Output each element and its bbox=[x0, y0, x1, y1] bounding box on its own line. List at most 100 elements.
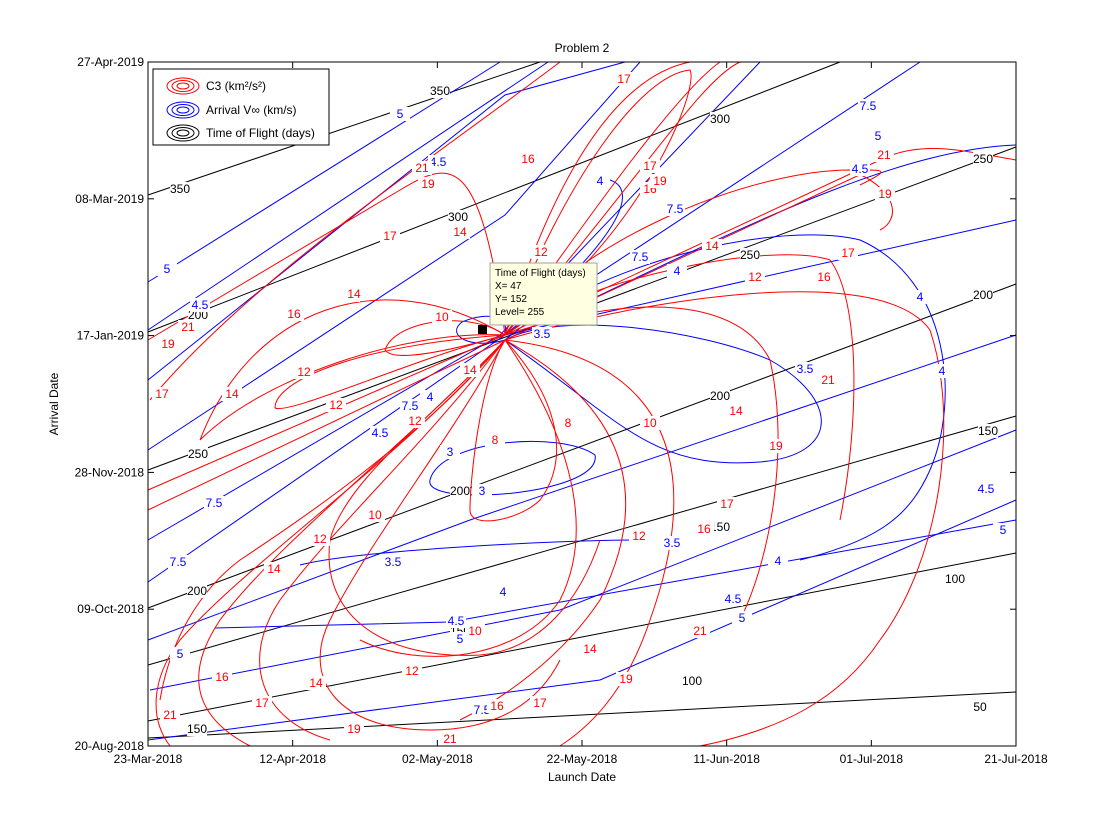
contour-label-bg bbox=[418, 177, 438, 191]
contour-label-bg bbox=[487, 699, 507, 713]
contour-label: 12 bbox=[313, 532, 327, 546]
contour-label: 5 bbox=[739, 611, 746, 625]
contour-label-bg bbox=[976, 482, 996, 496]
contour-label-bg bbox=[432, 310, 452, 324]
contour-label: 150 bbox=[187, 722, 207, 736]
contour-label-bg bbox=[945, 572, 965, 586]
contour-label-bg bbox=[446, 614, 466, 628]
contour-label: 21 bbox=[693, 624, 707, 638]
contour-label-bg bbox=[430, 84, 450, 98]
legend-swatch-tof bbox=[166, 124, 200, 142]
contour-label: 21 bbox=[443, 732, 457, 746]
contour-label-bg bbox=[450, 484, 470, 498]
y-tick-label: 17-Jan-2019 bbox=[77, 329, 145, 343]
c3-contour-line bbox=[159, 339, 506, 701]
contour-label-bg bbox=[170, 647, 190, 661]
vinf-contour-line bbox=[147, 499, 1017, 741]
contour-label-bg bbox=[158, 337, 178, 351]
contour-label: 16 bbox=[215, 670, 229, 684]
datatip-x: X= 47 bbox=[495, 281, 522, 292]
c3-contour-line bbox=[459, 339, 627, 721]
contour-label-bg bbox=[157, 262, 177, 276]
contour-label: 17 bbox=[533, 696, 547, 710]
contour-label-bg bbox=[630, 250, 650, 264]
contour-label-bg bbox=[694, 522, 714, 536]
contour-label-bg bbox=[732, 611, 752, 625]
contour-label: 7.5 bbox=[170, 555, 187, 569]
x-axis-label: Launch Date bbox=[548, 770, 616, 784]
contour-label-bg bbox=[616, 672, 636, 686]
x-tick-label: 12-Apr-2018 bbox=[259, 752, 326, 766]
contour-label: 4 bbox=[674, 264, 681, 278]
x-tick-label: 01-Jul-2018 bbox=[840, 752, 904, 766]
contour-label: 17 bbox=[720, 497, 734, 511]
c3-contour-line bbox=[504, 291, 945, 747]
datatip-marker[interactable] bbox=[478, 325, 487, 334]
contour-label-bg bbox=[640, 159, 660, 173]
contour-label: 100 bbox=[945, 572, 965, 586]
contour-label-bg bbox=[640, 416, 660, 430]
datatip[interactable]: Time of Flight (days) X= 47 Y= 152 Level… bbox=[478, 262, 598, 334]
contour-label-bg bbox=[252, 696, 272, 710]
tof-contour-line bbox=[147, 552, 1017, 722]
contour-label-bg bbox=[682, 674, 702, 688]
contour-label-bg bbox=[152, 387, 172, 401]
contour-label: 200 bbox=[450, 484, 470, 498]
contour-label: 17 bbox=[617, 72, 631, 86]
contour-label: 250 bbox=[973, 152, 993, 166]
contour-label-bg bbox=[978, 424, 998, 438]
contour-label: 19 bbox=[347, 722, 361, 736]
contour-label-bg bbox=[518, 152, 538, 166]
contour-label-bg bbox=[662, 536, 682, 550]
contour-label-bg bbox=[450, 225, 470, 239]
contour-label: 14 bbox=[347, 287, 361, 301]
contour-label: 150 bbox=[978, 424, 998, 438]
x-axis-ticks: 23-Mar-2018 12-Apr-2018 02-May-2018 22-May-… bbox=[114, 62, 1048, 766]
contour-label: 7.5 bbox=[667, 202, 684, 216]
contour-label: 21 bbox=[415, 161, 429, 175]
legend-swatch-c3 bbox=[166, 77, 200, 95]
contour-label: 19 bbox=[653, 174, 667, 188]
legend-label-tof: Time of Flight (days) bbox=[206, 126, 315, 140]
y-tick-label: 27-Apr-2019 bbox=[77, 55, 144, 69]
contour-label-bg bbox=[344, 287, 364, 301]
contour-label: 150 bbox=[710, 520, 730, 534]
contour-label-bg bbox=[723, 592, 743, 606]
contour-label-bg bbox=[168, 555, 188, 569]
x-tick-label: 22-May-2018 bbox=[547, 752, 618, 766]
contour-label-bg bbox=[530, 696, 550, 710]
contour-label: 19 bbox=[769, 439, 783, 453]
contour-label: 250 bbox=[740, 248, 760, 262]
contour-label: 16 bbox=[521, 152, 535, 166]
contour-label-bg bbox=[690, 624, 710, 638]
c3-contour-line bbox=[504, 339, 675, 747]
contour-label: 14 bbox=[453, 225, 467, 239]
contour-label: 4.5 bbox=[372, 426, 389, 440]
contour-label: 7.5 bbox=[860, 99, 877, 113]
y-tick-label: 20-Aug-2018 bbox=[75, 739, 145, 753]
contour-label: 4 bbox=[775, 554, 782, 568]
contour-label: 19 bbox=[878, 187, 892, 201]
contour-label: 7.5 bbox=[632, 250, 649, 264]
legend-swatch-vinf bbox=[166, 101, 200, 119]
contour-label: 16 bbox=[817, 270, 831, 284]
contour-label: 12 bbox=[748, 270, 762, 284]
contour-label: 3 bbox=[479, 484, 486, 498]
contour-label-bg bbox=[973, 152, 993, 166]
contour-label: 8 bbox=[492, 433, 499, 447]
contour-label-bg bbox=[818, 373, 838, 387]
contour-label-bg bbox=[370, 426, 390, 440]
contour-label-bg bbox=[420, 390, 440, 404]
contour-label-bg bbox=[850, 162, 870, 176]
contour-label-bg bbox=[344, 722, 364, 736]
contour-label: 350 bbox=[430, 84, 450, 98]
contour-label: 250 bbox=[188, 447, 208, 461]
y-tick-label: 09-Oct-2018 bbox=[77, 602, 144, 616]
legend-label-c3: C3 (km²/s²) bbox=[206, 79, 266, 93]
contour-label-bg bbox=[405, 414, 425, 428]
contour-label-bg bbox=[932, 364, 952, 378]
contour-label: 200 bbox=[187, 584, 207, 598]
contour-label-bg bbox=[745, 270, 765, 284]
contour-label: 50 bbox=[973, 700, 987, 714]
c3-contour-line bbox=[319, 339, 561, 731]
